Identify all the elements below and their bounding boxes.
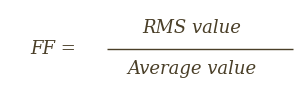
Text: FF =: FF =: [30, 39, 76, 58]
Text: RMS value: RMS value: [142, 19, 241, 37]
Text: Average value: Average value: [127, 60, 256, 78]
